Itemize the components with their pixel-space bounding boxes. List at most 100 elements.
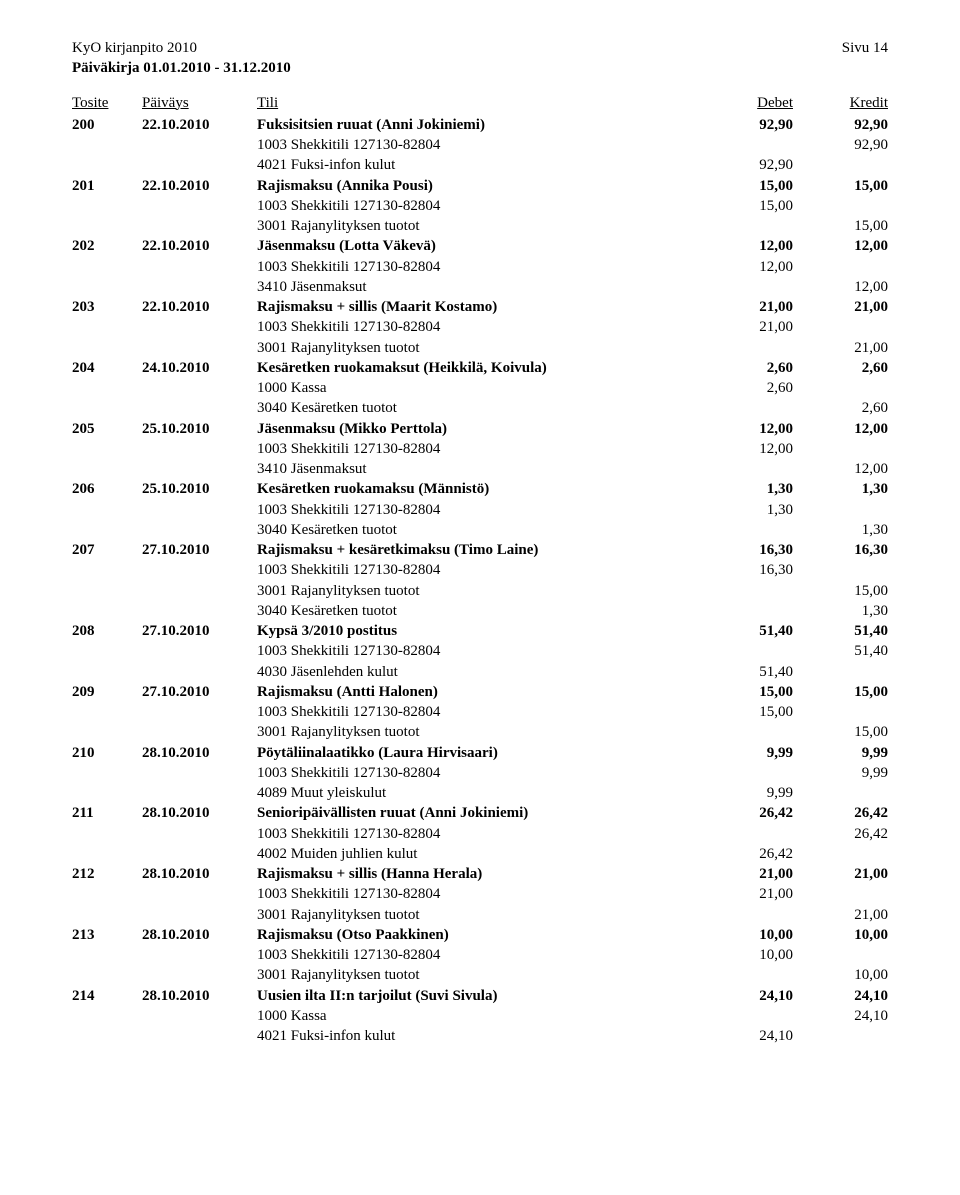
- line-amount-2: [793, 317, 888, 337]
- entry-line: 1000 Kassa2,60: [72, 378, 888, 398]
- entry-line: 1003 Shekkitili 127130-8280426,42: [72, 824, 888, 844]
- entry-row: 20525.10.2010Jäsenmaksu (Mikko Perttola)…: [72, 419, 888, 439]
- entry-debet: 21,00: [703, 297, 793, 317]
- line-amount-1: 21,00: [703, 884, 793, 904]
- line-amount-1: 15,00: [703, 196, 793, 216]
- entry-debet: 26,42: [703, 803, 793, 823]
- entry-row: 20022.10.2010Fuksisitsien ruuat (Anni Jo…: [72, 115, 888, 135]
- line-account: 4089 Muut yleiskulut: [72, 783, 703, 803]
- entry-kredit: 16,30: [793, 540, 888, 560]
- entry-line: 3410 Jäsenmaksut12,00: [72, 277, 888, 297]
- entry-kredit: 21,00: [793, 297, 888, 317]
- entry-line: 3001 Rajanylityksen tuotot15,00: [72, 722, 888, 742]
- line-account: 3040 Kesäretken tuotot: [72, 398, 703, 418]
- entry-desc: Rajismaksu + sillis (Hanna Herala): [257, 864, 703, 884]
- entry-kredit: 21,00: [793, 864, 888, 884]
- entry-line: 3040 Kesäretken tuotot 1,30: [72, 601, 888, 621]
- entry-line: 3040 Kesäretken tuotot 2,60: [72, 398, 888, 418]
- line-amount-2: [793, 945, 888, 965]
- line-amount-2: 92,90: [793, 135, 888, 155]
- entry-line: 1003 Shekkitili 127130-82804 92,90: [72, 135, 888, 155]
- entry-num: 211: [72, 803, 142, 823]
- entry-date: 28.10.2010: [142, 803, 257, 823]
- line-account: 1003 Shekkitili 127130-82804: [72, 560, 703, 580]
- entry-num: 205: [72, 419, 142, 439]
- entry-desc: Rajismaksu + sillis (Maarit Kostamo): [257, 297, 703, 317]
- entry-desc: Jäsenmaksu (Lotta Väkevä): [257, 236, 703, 256]
- entry-row: 20625.10.2010Kesäretken ruokamaksu (Männ…: [72, 479, 888, 499]
- entry-num: 200: [72, 115, 142, 135]
- line-account: 3040 Kesäretken tuotot: [72, 520, 703, 540]
- line-amount-2: 21,00: [793, 905, 888, 925]
- line-account: 3410 Jäsenmaksut: [72, 277, 703, 297]
- line-amount-1: [703, 338, 793, 358]
- entry-line: 1003 Shekkitili 127130-8280416,30: [72, 560, 888, 580]
- line-amount-1: 1,30: [703, 500, 793, 520]
- entry-desc: Rajismaksu (Otso Paakkinen): [257, 925, 703, 945]
- line-account: 3001 Rajanylityksen tuotot: [72, 722, 703, 742]
- line-account: 1003 Shekkitili 127130-82804: [72, 945, 703, 965]
- line-amount-2: 9,99: [793, 763, 888, 783]
- entry-row: 21428.10.2010Uusien ilta II:n tarjoilut …: [72, 986, 888, 1006]
- line-account: 1003 Shekkitili 127130-82804: [72, 824, 703, 844]
- line-amount-2: 2,60: [793, 398, 888, 418]
- line-account: 4030 Jäsenlehden kulut: [72, 662, 703, 682]
- entry-date: 22.10.2010: [142, 176, 257, 196]
- entry-num: 206: [72, 479, 142, 499]
- line-account: 3001 Rajanylityksen tuotot: [72, 581, 703, 601]
- line-amount-2: [793, 257, 888, 277]
- entry-num: 207: [72, 540, 142, 560]
- report-title: KyO kirjanpito 2010: [72, 38, 197, 58]
- entry-debet: 12,00: [703, 419, 793, 439]
- line-amount-2: 1,30: [793, 601, 888, 621]
- entry-desc: Rajismaksu + kesäretkimaksu (Timo Laine): [257, 540, 703, 560]
- entry-date: 22.10.2010: [142, 297, 257, 317]
- entry-line: 1003 Shekkitili 127130-8280421,00: [72, 317, 888, 337]
- entry-date: 27.10.2010: [142, 540, 257, 560]
- line-amount-1: 12,00: [703, 439, 793, 459]
- line-amount-1: [703, 277, 793, 297]
- entry-debet: 15,00: [703, 682, 793, 702]
- col-paivays: Päiväys: [142, 93, 257, 113]
- entry-kredit: 24,10: [793, 986, 888, 1006]
- line-account: 3040 Kesäretken tuotot: [72, 601, 703, 621]
- entry-line: 3040 Kesäretken tuotot1,30: [72, 520, 888, 540]
- line-account: 1003 Shekkitili 127130-82804: [72, 439, 703, 459]
- line-account: 1003 Shekkitili 127130-82804: [72, 135, 703, 155]
- line-account: 1000 Kassa: [72, 1006, 703, 1026]
- page-number: Sivu 14: [842, 38, 888, 58]
- line-amount-1: [703, 581, 793, 601]
- entry-kredit: 92,90: [793, 115, 888, 135]
- line-amount-1: 15,00: [703, 702, 793, 722]
- entry-debet: 51,40: [703, 621, 793, 641]
- entry-kredit: 9,99: [793, 743, 888, 763]
- line-account: 3001 Rajanylityksen tuotot: [72, 216, 703, 236]
- entry-row: 20222.10.2010Jäsenmaksu (Lotta Väkevä)12…: [72, 236, 888, 256]
- entry-line: 3001 Rajanylityksen tuotot15,00: [72, 581, 888, 601]
- line-amount-1: 92,90: [703, 155, 793, 175]
- line-amount-2: 12,00: [793, 459, 888, 479]
- entry-debet: 15,00: [703, 176, 793, 196]
- line-amount-2: [793, 500, 888, 520]
- line-amount-1: [703, 135, 793, 155]
- line-amount-1: 26,42: [703, 844, 793, 864]
- entry-num: 203: [72, 297, 142, 317]
- entry-line: 3001 Rajanylityksen tuotot21,00: [72, 905, 888, 925]
- line-account: 4002 Muiden juhlien kulut: [72, 844, 703, 864]
- entry-desc: Senioripäivällisten ruuat (Anni Jokiniem…: [257, 803, 703, 823]
- entry-row: 21028.10.2010Pöytäliinalaatikko (Laura H…: [72, 743, 888, 763]
- col-tili: Tili: [257, 93, 703, 113]
- entry-date: 24.10.2010: [142, 358, 257, 378]
- entry-num: 214: [72, 986, 142, 1006]
- entry-line: 1003 Shekkitili 127130-8280410,00: [72, 945, 888, 965]
- line-amount-1: [703, 216, 793, 236]
- entry-row: 21328.10.2010Rajismaksu (Otso Paakkinen)…: [72, 925, 888, 945]
- entry-desc: Kesäretken ruokamaksut (Heikkilä, Koivul…: [257, 358, 703, 378]
- line-account: 3001 Rajanylityksen tuotot: [72, 965, 703, 985]
- entry-desc: Rajismaksu (Antti Halonen): [257, 682, 703, 702]
- line-amount-1: 21,00: [703, 317, 793, 337]
- line-amount-2: 10,00: [793, 965, 888, 985]
- entry-line: 4021 Fuksi-infon kulut92,90: [72, 155, 888, 175]
- entry-num: 213: [72, 925, 142, 945]
- entry-line: 1003 Shekkitili 127130-828041,30: [72, 500, 888, 520]
